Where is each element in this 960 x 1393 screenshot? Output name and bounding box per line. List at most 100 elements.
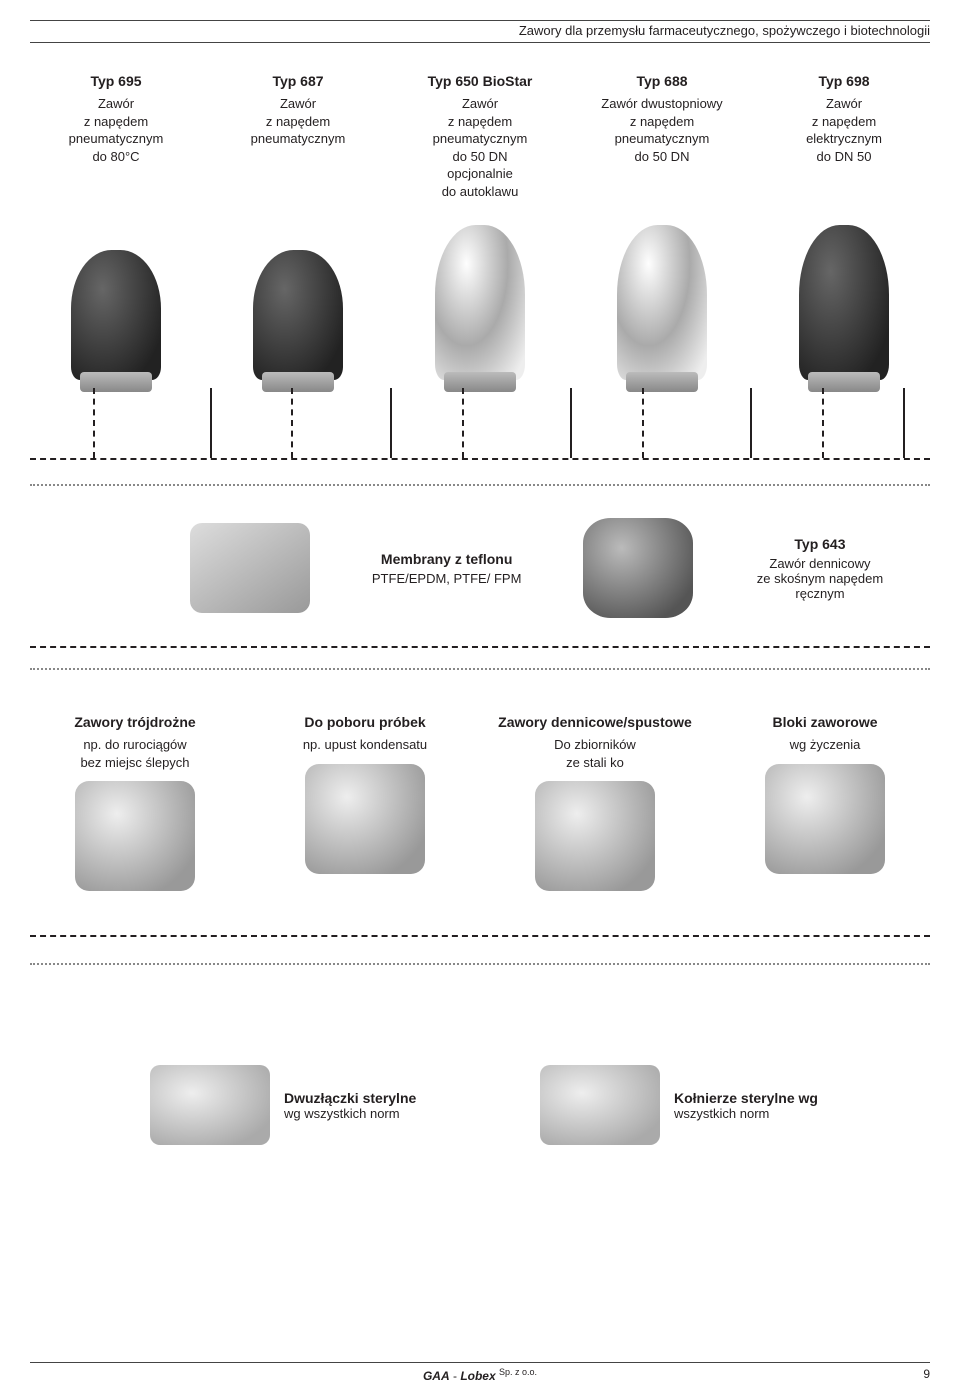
connector-vline bbox=[93, 388, 95, 458]
desc-line: pneumatycznym bbox=[433, 131, 528, 146]
valve-image bbox=[394, 200, 566, 380]
valve-desc: Zawór z napędem pneumatycznym do 50 DN o… bbox=[394, 95, 566, 200]
page-header: Zawory dla przemysłu farmaceutycznego, s… bbox=[30, 23, 930, 43]
valve643-desc-line: ręcznym bbox=[720, 586, 920, 601]
fitting-title: Dwuzłączki sterylne bbox=[284, 1090, 416, 1106]
diagram-connector-1 bbox=[30, 388, 930, 498]
membrane-desc: PTFE/EPDM, PTFE/ FPM bbox=[337, 571, 557, 586]
fittings-row: Dwuzłączki sterylne wg wszystkich norm K… bbox=[30, 1065, 930, 1145]
desc-line: Zawór dwustopniowy bbox=[601, 96, 722, 111]
desc-line: z napędem bbox=[84, 114, 148, 129]
valve-image bbox=[758, 200, 930, 380]
valve-desc: Zawór dwustopniowy z napędem pneumatyczn… bbox=[576, 95, 748, 165]
valve-title: Typ 695 bbox=[30, 73, 202, 89]
membrane-row: Membrany z teflonu PTFE/EPDM, PTFE/ FPM … bbox=[30, 518, 930, 618]
footer-suffix: Sp. z o.o. bbox=[499, 1367, 537, 1377]
desc-line: do 50 DN bbox=[635, 149, 690, 164]
valve-image-row bbox=[30, 200, 930, 380]
desc-line: Zawór bbox=[462, 96, 498, 111]
connector-vline bbox=[291, 388, 293, 458]
acc-item-three-way: Zawory trójdrożne np. do rurociągów bez … bbox=[30, 714, 240, 891]
valve-title: Typ 687 bbox=[212, 73, 384, 89]
fitting-image bbox=[540, 1065, 660, 1145]
footer-dash: - bbox=[450, 1369, 461, 1383]
acc-desc: wg życzenia bbox=[720, 736, 930, 754]
connector-vline bbox=[822, 388, 824, 458]
footer-brand2: Lobex bbox=[460, 1369, 495, 1383]
desc-line: z napędem bbox=[812, 114, 876, 129]
desc-line: pneumatycznym bbox=[69, 131, 164, 146]
acc-desc: np. do rurociągów bez miejsc ślepych bbox=[30, 736, 240, 771]
desc-line: do DN 50 bbox=[817, 149, 872, 164]
fitting-item-flanges: Kołnierze sterylne wg wszystkich norm bbox=[540, 1065, 930, 1145]
connector-vline bbox=[750, 388, 752, 458]
valve-item-688: Typ 688 Zawór dwustopniowy z napędem pne… bbox=[576, 73, 748, 200]
diagram-connector-2 bbox=[30, 628, 930, 678]
valve-item-695: Typ 695 Zawór z napędem pneumatycznym do… bbox=[30, 73, 202, 200]
acc-item-bottom-valve: Zawory dennico­we/spustowe Do zbiorników… bbox=[490, 714, 700, 891]
desc-line: elektrycznym bbox=[806, 131, 882, 146]
desc-line: wg życzenia bbox=[790, 737, 861, 752]
fitting-text: Kołnierze sterylne wg wszystkich norm bbox=[674, 1090, 818, 1121]
acc-item-valve-blocks: Bloki zaworowe wg życzenia bbox=[720, 714, 930, 891]
connector-vline bbox=[390, 388, 392, 458]
valve643-text: Typ 643 Zawór dennicowy ze skośnym napęd… bbox=[720, 536, 920, 601]
valve643-desc-line: ze skośnym napędem bbox=[720, 571, 920, 586]
fitting-title: Kołnierze sterylne wg bbox=[674, 1090, 818, 1106]
diagram-connector-3 bbox=[30, 915, 930, 985]
valve-image bbox=[212, 200, 384, 380]
page-footer: GAA - Lobex Sp. z o.o. 9 bbox=[30, 1362, 930, 1381]
connector-vline bbox=[462, 388, 464, 458]
desc-line: pneumatycznym bbox=[615, 131, 710, 146]
acc-title: Do poboru próbek bbox=[260, 714, 470, 730]
footer-brand: GAA - Lobex Sp. z o.o. bbox=[30, 1367, 930, 1383]
acc-desc: Do zbiorników ze stali ko bbox=[490, 736, 700, 771]
connector-vline bbox=[642, 388, 644, 458]
membrane-text: Membrany z teflonu PTFE/EPDM, PTFE/ FPM bbox=[337, 551, 557, 586]
valve643-title: Typ 643 bbox=[720, 536, 920, 552]
acc-image bbox=[75, 781, 195, 891]
connector-vline bbox=[903, 388, 905, 458]
accessories-row: Zawory trójdrożne np. do rurociągów bez … bbox=[30, 714, 930, 891]
membrane-image bbox=[190, 523, 310, 613]
valve-type-row: Typ 695 Zawór z napędem pneumatycznym do… bbox=[30, 73, 930, 200]
connector-hline bbox=[30, 935, 930, 937]
acc-title: Zawory trójdrożne bbox=[30, 714, 240, 730]
fitting-image bbox=[150, 1065, 270, 1145]
valve643-desc-line: Zawór dennicowy bbox=[720, 556, 920, 571]
acc-title: Zawory dennico­we/spustowe bbox=[490, 714, 700, 730]
fitting-item-unions: Dwuzłączki sterylne wg wszystkich norm bbox=[30, 1065, 540, 1145]
desc-line: opcjonalnie bbox=[447, 166, 513, 181]
desc-line: Zawór bbox=[98, 96, 134, 111]
valve-title: Typ 650 BioStar bbox=[394, 73, 566, 89]
membrane-title: Membrany z teflonu bbox=[337, 551, 557, 567]
catalogue-page: Zawory dla przemysłu farmaceutycznego, s… bbox=[0, 0, 960, 1393]
connector-dotline bbox=[30, 484, 930, 486]
connector-dotline bbox=[30, 668, 930, 670]
connector-vline bbox=[570, 388, 572, 458]
valve-item-650: Typ 650 BioStar Zawór z napędem pneumaty… bbox=[394, 73, 566, 200]
acc-item-sampling: Do poboru próbek np. upust kondensatu bbox=[260, 714, 470, 891]
desc-line: pneumatycznym bbox=[251, 131, 346, 146]
desc-line: do 50 DN bbox=[453, 149, 508, 164]
valve-desc: Zawór z napędem pneumatycznym bbox=[212, 95, 384, 148]
desc-line: z napędem bbox=[630, 114, 694, 129]
desc-line: bez miejsc ślepych bbox=[80, 755, 189, 770]
desc-line: z napędem bbox=[448, 114, 512, 129]
connector-vline bbox=[210, 388, 212, 458]
valve-image bbox=[576, 200, 748, 380]
desc-line: Do zbiorników bbox=[554, 737, 636, 752]
valve-image bbox=[30, 200, 202, 380]
connector-hline bbox=[30, 458, 930, 460]
desc-line: Zawór bbox=[280, 96, 316, 111]
fitting-text: Dwuzłączki sterylne wg wszystkich norm bbox=[284, 1090, 416, 1121]
footer-brand1: GAA bbox=[423, 1369, 450, 1383]
desc-line: z napędem bbox=[266, 114, 330, 129]
valve-desc: Zawór z napędem pneumatycznym do 80°C bbox=[30, 95, 202, 165]
fitting-desc: wszystkich norm bbox=[674, 1106, 818, 1121]
acc-desc: np. upust kondensatu bbox=[260, 736, 470, 754]
desc-line: np. upust kondensatu bbox=[303, 737, 427, 752]
valve-title: Typ 698 bbox=[758, 73, 930, 89]
connector-dotline bbox=[30, 963, 930, 965]
acc-title: Bloki zaworowe bbox=[720, 714, 930, 730]
